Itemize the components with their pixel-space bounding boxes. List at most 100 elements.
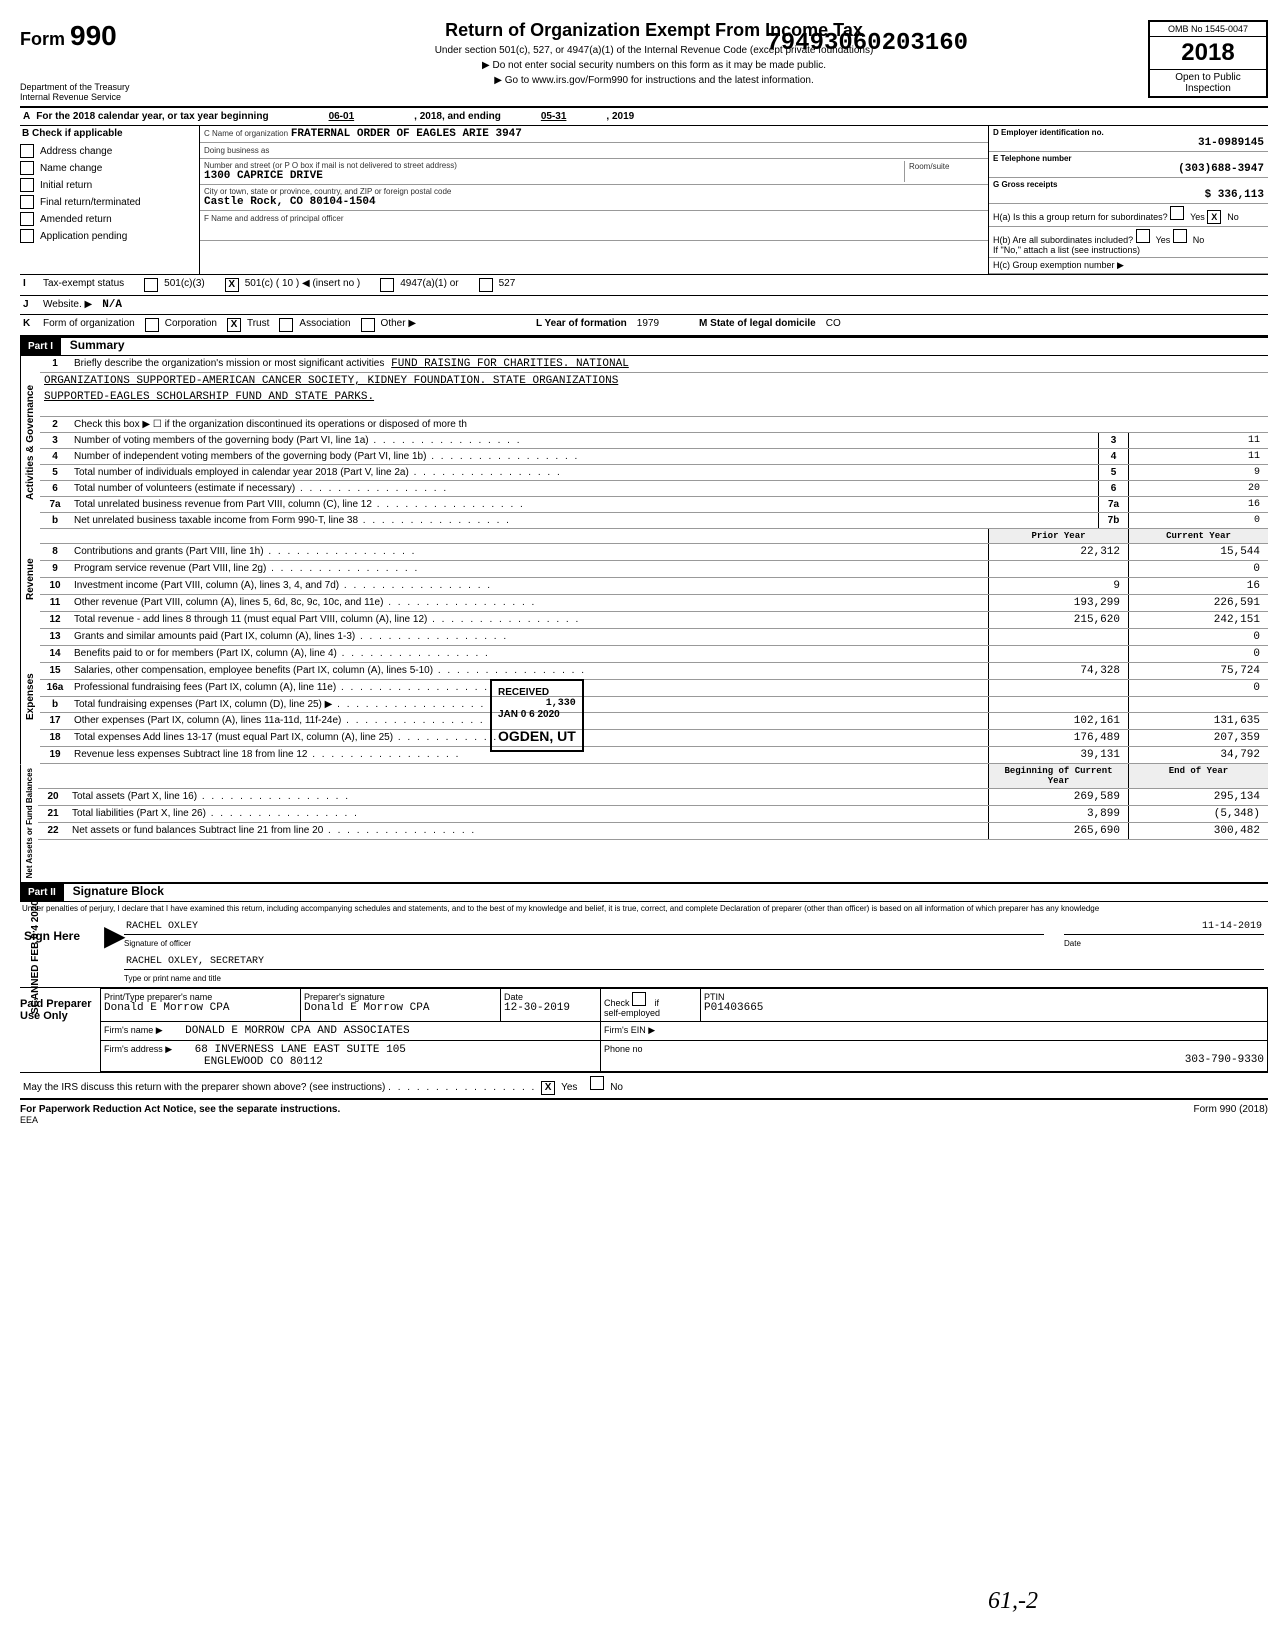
firm-phone: 303-790-9330 [604, 1054, 1264, 1066]
handwritten-note: 61,-2 [988, 1588, 1038, 1615]
line-number: 16a [40, 680, 70, 696]
line-value: 11 [1128, 433, 1268, 448]
prep-date-label: Date [504, 992, 597, 1002]
line-description: Other revenue (Part VIII, column (A), li… [70, 595, 988, 611]
current-year-value: 15,544 [1128, 544, 1268, 560]
footer: For Paperwork Reduction Act Notice, see … [20, 1100, 1268, 1115]
end-date: 05-31 [541, 111, 567, 122]
checkbox-hb-yes[interactable] [1136, 229, 1150, 243]
line-value: 16 [1128, 497, 1268, 512]
vlabel-net-assets: Net Assets or Fund Balances [20, 764, 38, 882]
received-amt: 1,330 [498, 698, 576, 709]
checkbox-4947[interactable] [380, 278, 394, 292]
open-public: Open to Public [1152, 72, 1264, 83]
line-number: 12 [40, 612, 70, 628]
signature-date: 11-14-2019 [1064, 919, 1264, 935]
line-number: 7a [40, 497, 70, 512]
line-a-text: For the 2018 calendar year, or tax year … [36, 111, 268, 122]
label-initial-return: Initial return [40, 180, 92, 191]
net-asset-line: 21 Total liabilities (Part X, line 26) 3… [38, 806, 1268, 823]
ein-label: D Employer identification no. [993, 128, 1264, 137]
dba-label: Doing business as [204, 146, 269, 155]
revenue-line: 9 Program service revenue (Part VIII, li… [40, 561, 1268, 578]
begin-date: 06-01 [329, 111, 355, 122]
checkbox-app-pending[interactable] [20, 229, 34, 243]
discuss-text: May the IRS discuss this return with the… [23, 1082, 385, 1093]
checkbox-ha-yes[interactable] [1170, 206, 1184, 220]
subtitle-3: ▶ Go to www.irs.gov/Form990 for instruct… [160, 75, 1148, 86]
expense-line: b Total fundraising expenses (Part IX, c… [40, 697, 1268, 713]
checkbox-527[interactable] [479, 278, 493, 292]
prior-year-value: 193,299 [988, 595, 1128, 611]
line-description: Contributions and grants (Part VIII, lin… [70, 544, 988, 560]
current-year-value: 0 [1128, 561, 1268, 577]
form-990-label: Form 990 (2018) [1194, 1104, 1268, 1115]
label-501c-insert: 501(c) ( 10 ) ◀ (insert no ) [245, 278, 361, 292]
checkbox-address-change[interactable] [20, 144, 34, 158]
checkbox-hb-no[interactable] [1173, 229, 1187, 243]
part-2-title: Signature Block [73, 884, 164, 898]
firm-name-label: Firm's name ▶ [104, 1025, 163, 1035]
discuss-row: May the IRS discuss this return with the… [20, 1073, 1268, 1100]
org-name-label: C Name of organization [204, 129, 288, 138]
checkbox-final-return[interactable] [20, 195, 34, 209]
checkbox-amended[interactable] [20, 212, 34, 226]
tax-year: 2018 [1150, 37, 1266, 69]
checkbox-corp[interactable] [145, 318, 159, 332]
mission-3: SUPPORTED-EAGLES SCHOLARSHIP FUND AND ST… [40, 389, 1268, 405]
form-label: Form [20, 29, 65, 49]
checkbox-501c3[interactable] [144, 278, 158, 292]
firm-addr-label: Firm's address ▶ [104, 1044, 172, 1054]
checkbox-discuss-no[interactable] [590, 1076, 604, 1090]
prep-name: Donald E Morrow CPA [104, 1002, 297, 1014]
line-number: 10 [40, 578, 70, 594]
if-no-note: If "No," attach a list (see instructions… [993, 245, 1264, 255]
checkbox-other[interactable] [361, 318, 375, 332]
label-other: Other ▶ [381, 318, 416, 332]
expense-line: 14 Benefits paid to or for members (Part… [40, 646, 1268, 663]
summary-line: 4 Number of independent voting members o… [40, 449, 1268, 465]
line-box-number: 6 [1098, 481, 1128, 496]
line-value: 9 [1128, 465, 1268, 480]
prior-year-header: Prior Year [988, 529, 1128, 543]
line-a: A For the 2018 calendar year, or tax yea… [20, 108, 1268, 126]
line-value: 20 [1128, 481, 1268, 496]
current-year-value: 207,359 [1128, 730, 1268, 746]
summary-line: 5 Total number of individuals employed i… [40, 465, 1268, 481]
line-number: b [40, 513, 70, 528]
checkbox-501c-insert[interactable] [225, 278, 239, 292]
begin-year-value: 269,589 [988, 789, 1128, 805]
begin-year-header: Beginning of Current Year [988, 764, 1128, 788]
line-a-end-year: , 2019 [606, 111, 634, 122]
checkbox-trust[interactable] [227, 318, 241, 332]
prep-name-label: Print/Type preparer's name [104, 992, 297, 1002]
checkbox-name-change[interactable] [20, 161, 34, 175]
revenue-line: 12 Total revenue - add lines 8 through 1… [40, 612, 1268, 629]
vlabel-expenses: Expenses [20, 629, 40, 764]
expense-line: 13 Grants and similar amounts paid (Part… [40, 629, 1268, 646]
line-number: 4 [40, 449, 70, 464]
line-value: 11 [1128, 449, 1268, 464]
checkbox-initial-return[interactable] [20, 178, 34, 192]
checkbox-ha-no[interactable] [1207, 210, 1221, 224]
form-org-label: Form of organization [43, 318, 135, 332]
hb-label: H(b) Are all subordinates included? [993, 235, 1133, 245]
checkbox-self-employed[interactable] [632, 992, 646, 1006]
prior-year-value: 74,328 [988, 663, 1128, 679]
firm-phone-label: Phone no [604, 1044, 1264, 1054]
begin-year-value: 265,690 [988, 823, 1128, 839]
line-value: 0 [1128, 513, 1268, 528]
checkbox-discuss-yes[interactable] [541, 1081, 555, 1095]
checkbox-assoc[interactable] [279, 318, 293, 332]
part-1: Part I Summary Activities & Governance 1… [20, 336, 1268, 882]
part-1-header: Part I [20, 338, 61, 355]
line-description: Benefits paid to or for members (Part IX… [70, 646, 988, 662]
revenue-line: 8 Contributions and grants (Part VIII, l… [40, 544, 1268, 561]
ha-label: H(a) Is this a group return for subordin… [993, 212, 1168, 222]
net-asset-line: 22 Net assets or fund balances Subtract … [38, 823, 1268, 840]
vlabel-activities: Activities & Governance [20, 356, 40, 529]
subtitle-1: Under section 501(c), 527, or 4947(a)(1)… [160, 45, 1148, 56]
part-2: Part II Signature Block Under penalties … [20, 882, 1268, 1100]
year-formation-label: L Year of formation [536, 318, 627, 332]
phone-label: E Telephone number [993, 154, 1264, 163]
